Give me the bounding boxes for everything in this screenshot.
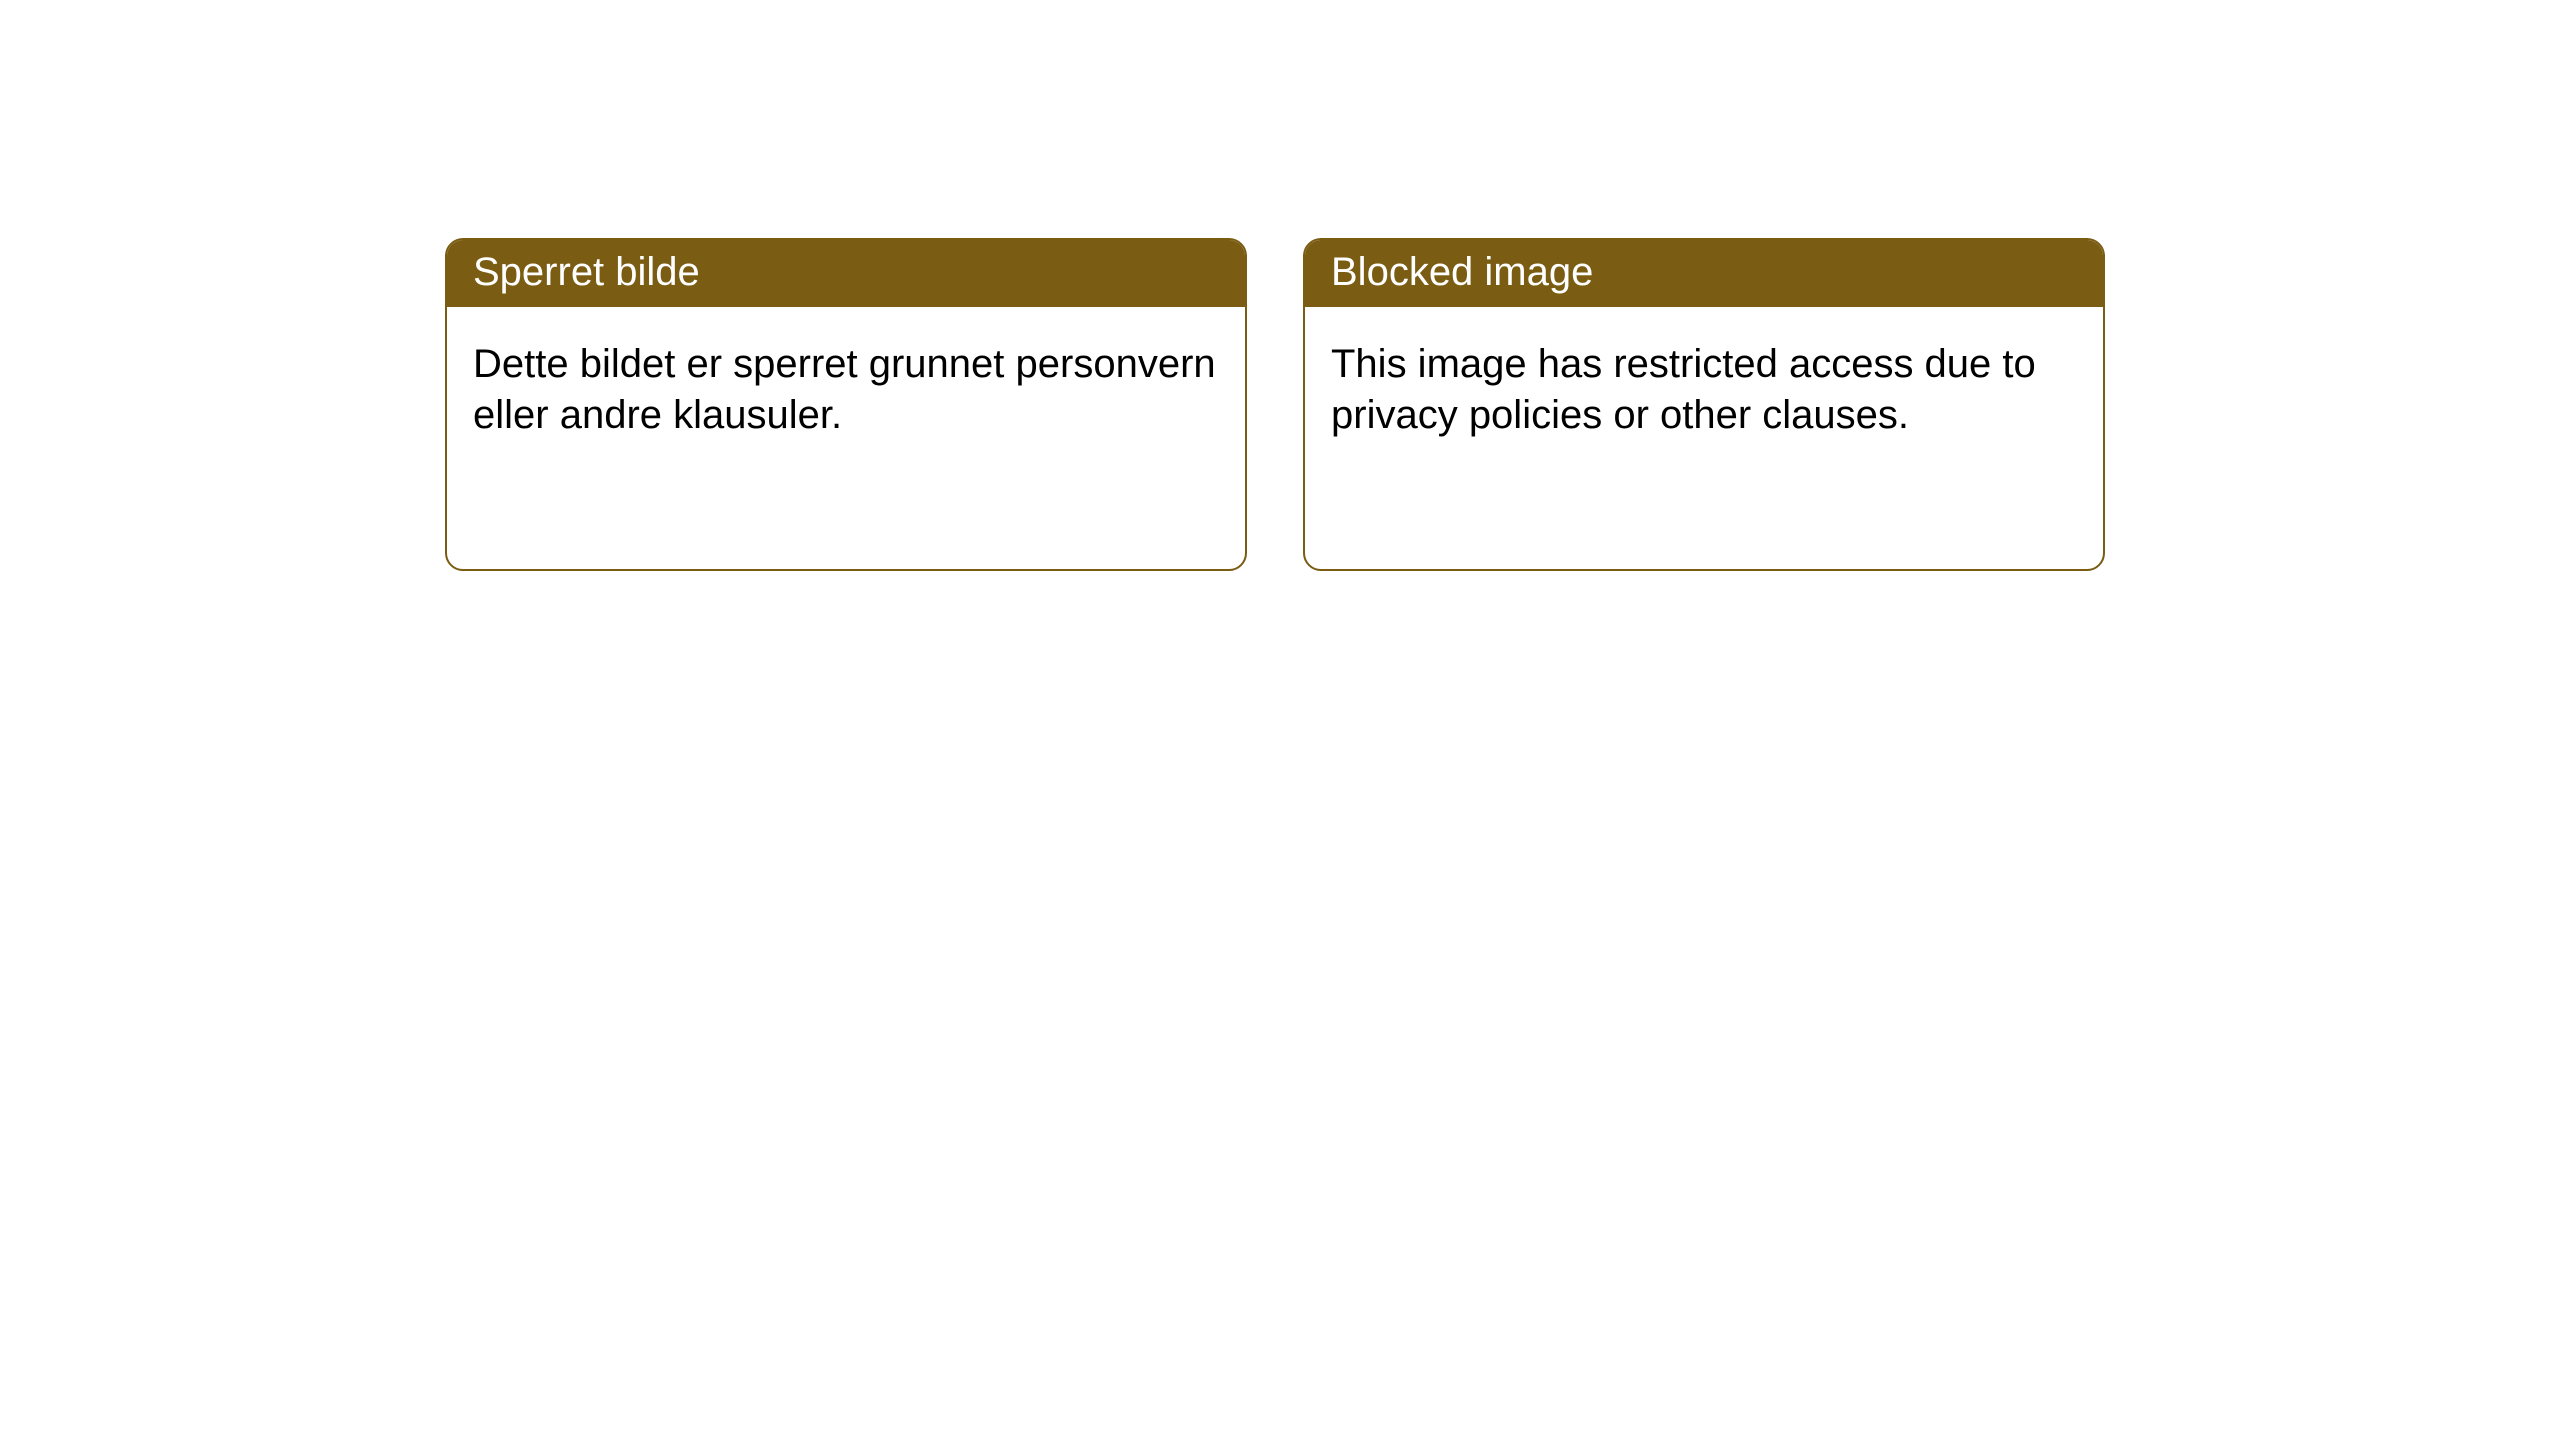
notice-container: Sperret bilde Dette bildet er sperret gr… — [445, 238, 2105, 571]
notice-body-norwegian: Dette bildet er sperret grunnet personve… — [447, 307, 1245, 467]
notice-body-english: This image has restricted access due to … — [1305, 307, 2103, 467]
notice-card-norwegian: Sperret bilde Dette bildet er sperret gr… — [445, 238, 1247, 571]
notice-title-norwegian: Sperret bilde — [447, 240, 1245, 307]
notice-title-english: Blocked image — [1305, 240, 2103, 307]
notice-card-english: Blocked image This image has restricted … — [1303, 238, 2105, 571]
